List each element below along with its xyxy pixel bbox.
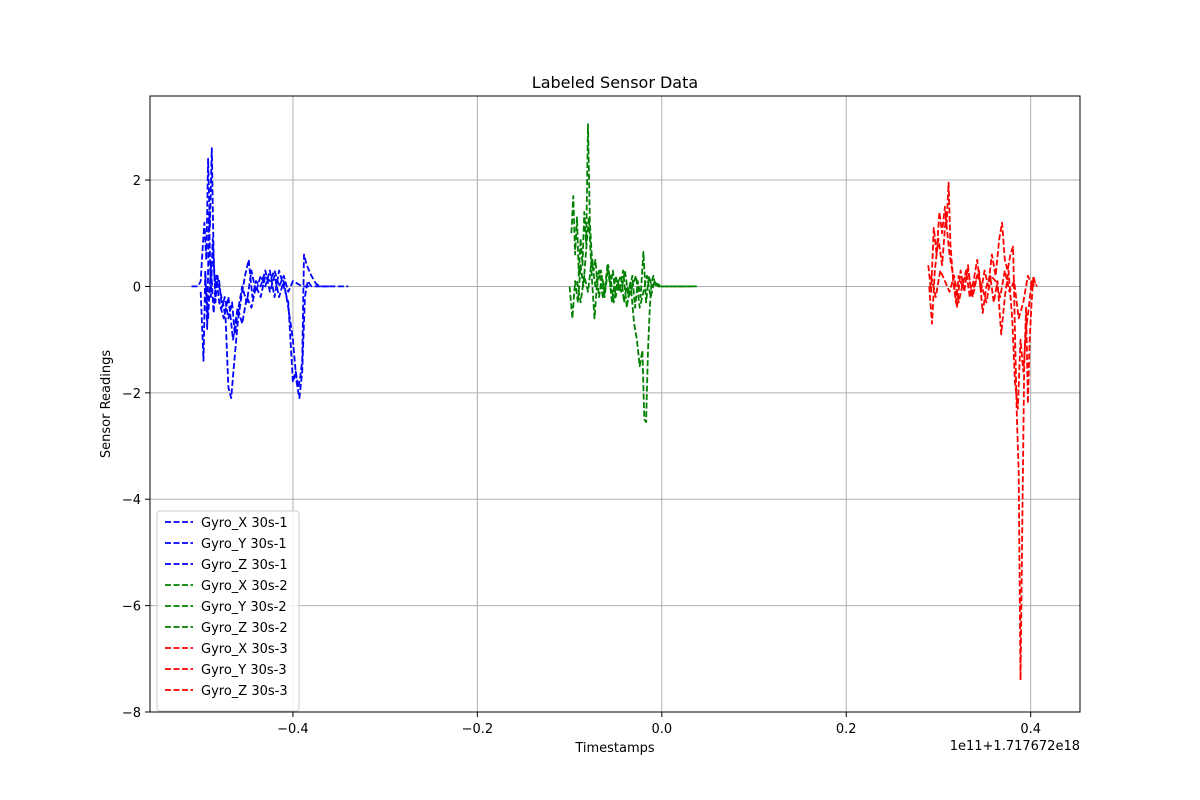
series-line-gyro-z-30s-1	[204, 264, 312, 341]
legend-label: Gyro_Z 30s-2	[201, 621, 288, 636]
series-line-gyro-z-30s-3	[930, 269, 1037, 320]
legend-label: Gyro_Y 30s-2	[201, 600, 287, 615]
series-line-gyro-y-30s-1	[199, 211, 330, 399]
x-tick-label: −0.4	[277, 722, 309, 737]
legend-box	[156, 510, 300, 712]
series-line-gyro-x-30s-1	[191, 147, 349, 389]
legend-label: Gyro_Y 30s-1	[201, 537, 287, 552]
y-tick-label: −6	[122, 600, 141, 615]
series-line-gyro-y-30s-2	[568, 216, 690, 423]
y-tick-label: −4	[122, 493, 141, 508]
series-line-gyro-y-30s-3	[928, 216, 1036, 410]
x-axis-label: Timestamps	[574, 741, 655, 756]
x-offset-label: 1e11+1.717672e18	[950, 739, 1080, 754]
x-tick-label: −0.2	[462, 722, 494, 737]
y-tick-label: −2	[122, 387, 141, 402]
y-tick-label: 0	[133, 280, 141, 295]
y-tick-label: −8	[122, 706, 141, 721]
axis-ticks: −0.4 −0.2 0.0 0.2 0.4 −8 −6 −4 −2 0 2	[122, 174, 1041, 737]
legend-label: Gyro_Z 30s-3	[201, 684, 288, 699]
legend-label: Gyro_Z 30s-1	[201, 558, 288, 573]
chart-title: Labeled Sensor Data	[532, 73, 698, 92]
x-tick-label: 0.0	[651, 722, 672, 737]
series-layer	[191, 123, 1038, 681]
legend-label: Gyro_X 30s-2	[201, 579, 288, 594]
legend-label: Gyro_Y 30s-3	[201, 663, 287, 678]
series-line-gyro-z-30s-2	[576, 258, 695, 309]
plot-frame	[149, 95, 1081, 713]
legend-label: Gyro_X 30s-1	[201, 516, 288, 531]
x-tick-label: 0.2	[836, 722, 857, 737]
y-tick-label: 2	[133, 174, 141, 189]
y-axis-label: Sensor Readings	[99, 350, 114, 458]
legend: Gyro_X 30s-1 Gyro_Y 30s-1 Gyro_Z 30s-1 Gyro…	[156, 510, 300, 712]
x-tick-label: 0.4	[1020, 722, 1041, 737]
legend-label: Gyro_X 30s-3	[201, 642, 288, 657]
